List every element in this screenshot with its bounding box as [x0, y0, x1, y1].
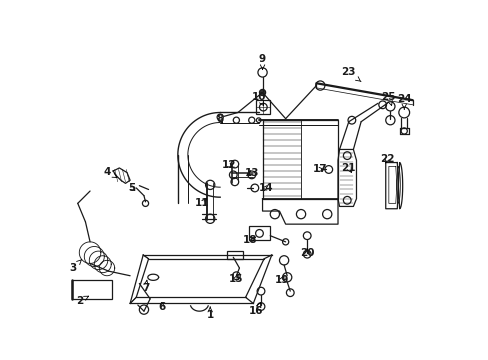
- Text: 25: 25: [381, 92, 395, 105]
- Text: 17: 17: [312, 165, 327, 175]
- Text: 19: 19: [274, 275, 288, 285]
- Text: 9: 9: [259, 54, 265, 69]
- Text: 14: 14: [259, 183, 273, 193]
- Text: 4: 4: [103, 167, 117, 177]
- Text: 21: 21: [341, 163, 355, 173]
- Text: 15: 15: [229, 274, 243, 284]
- Circle shape: [259, 89, 265, 95]
- Text: 16: 16: [248, 303, 263, 316]
- Text: 1: 1: [206, 307, 213, 320]
- Text: 13: 13: [244, 167, 259, 177]
- Text: 3: 3: [69, 260, 81, 273]
- Text: 22: 22: [379, 154, 394, 164]
- Text: 11: 11: [195, 198, 209, 208]
- Text: 20: 20: [299, 248, 314, 258]
- Text: 12: 12: [221, 160, 235, 170]
- Text: 24: 24: [396, 94, 411, 109]
- Text: 7: 7: [142, 280, 149, 293]
- Text: 18: 18: [243, 235, 257, 245]
- Text: 6: 6: [159, 302, 166, 311]
- Text: 23: 23: [341, 67, 360, 82]
- Text: 10: 10: [251, 92, 265, 105]
- Text: 2: 2: [76, 296, 88, 306]
- Text: 8: 8: [216, 114, 224, 123]
- Text: 5: 5: [128, 183, 135, 193]
